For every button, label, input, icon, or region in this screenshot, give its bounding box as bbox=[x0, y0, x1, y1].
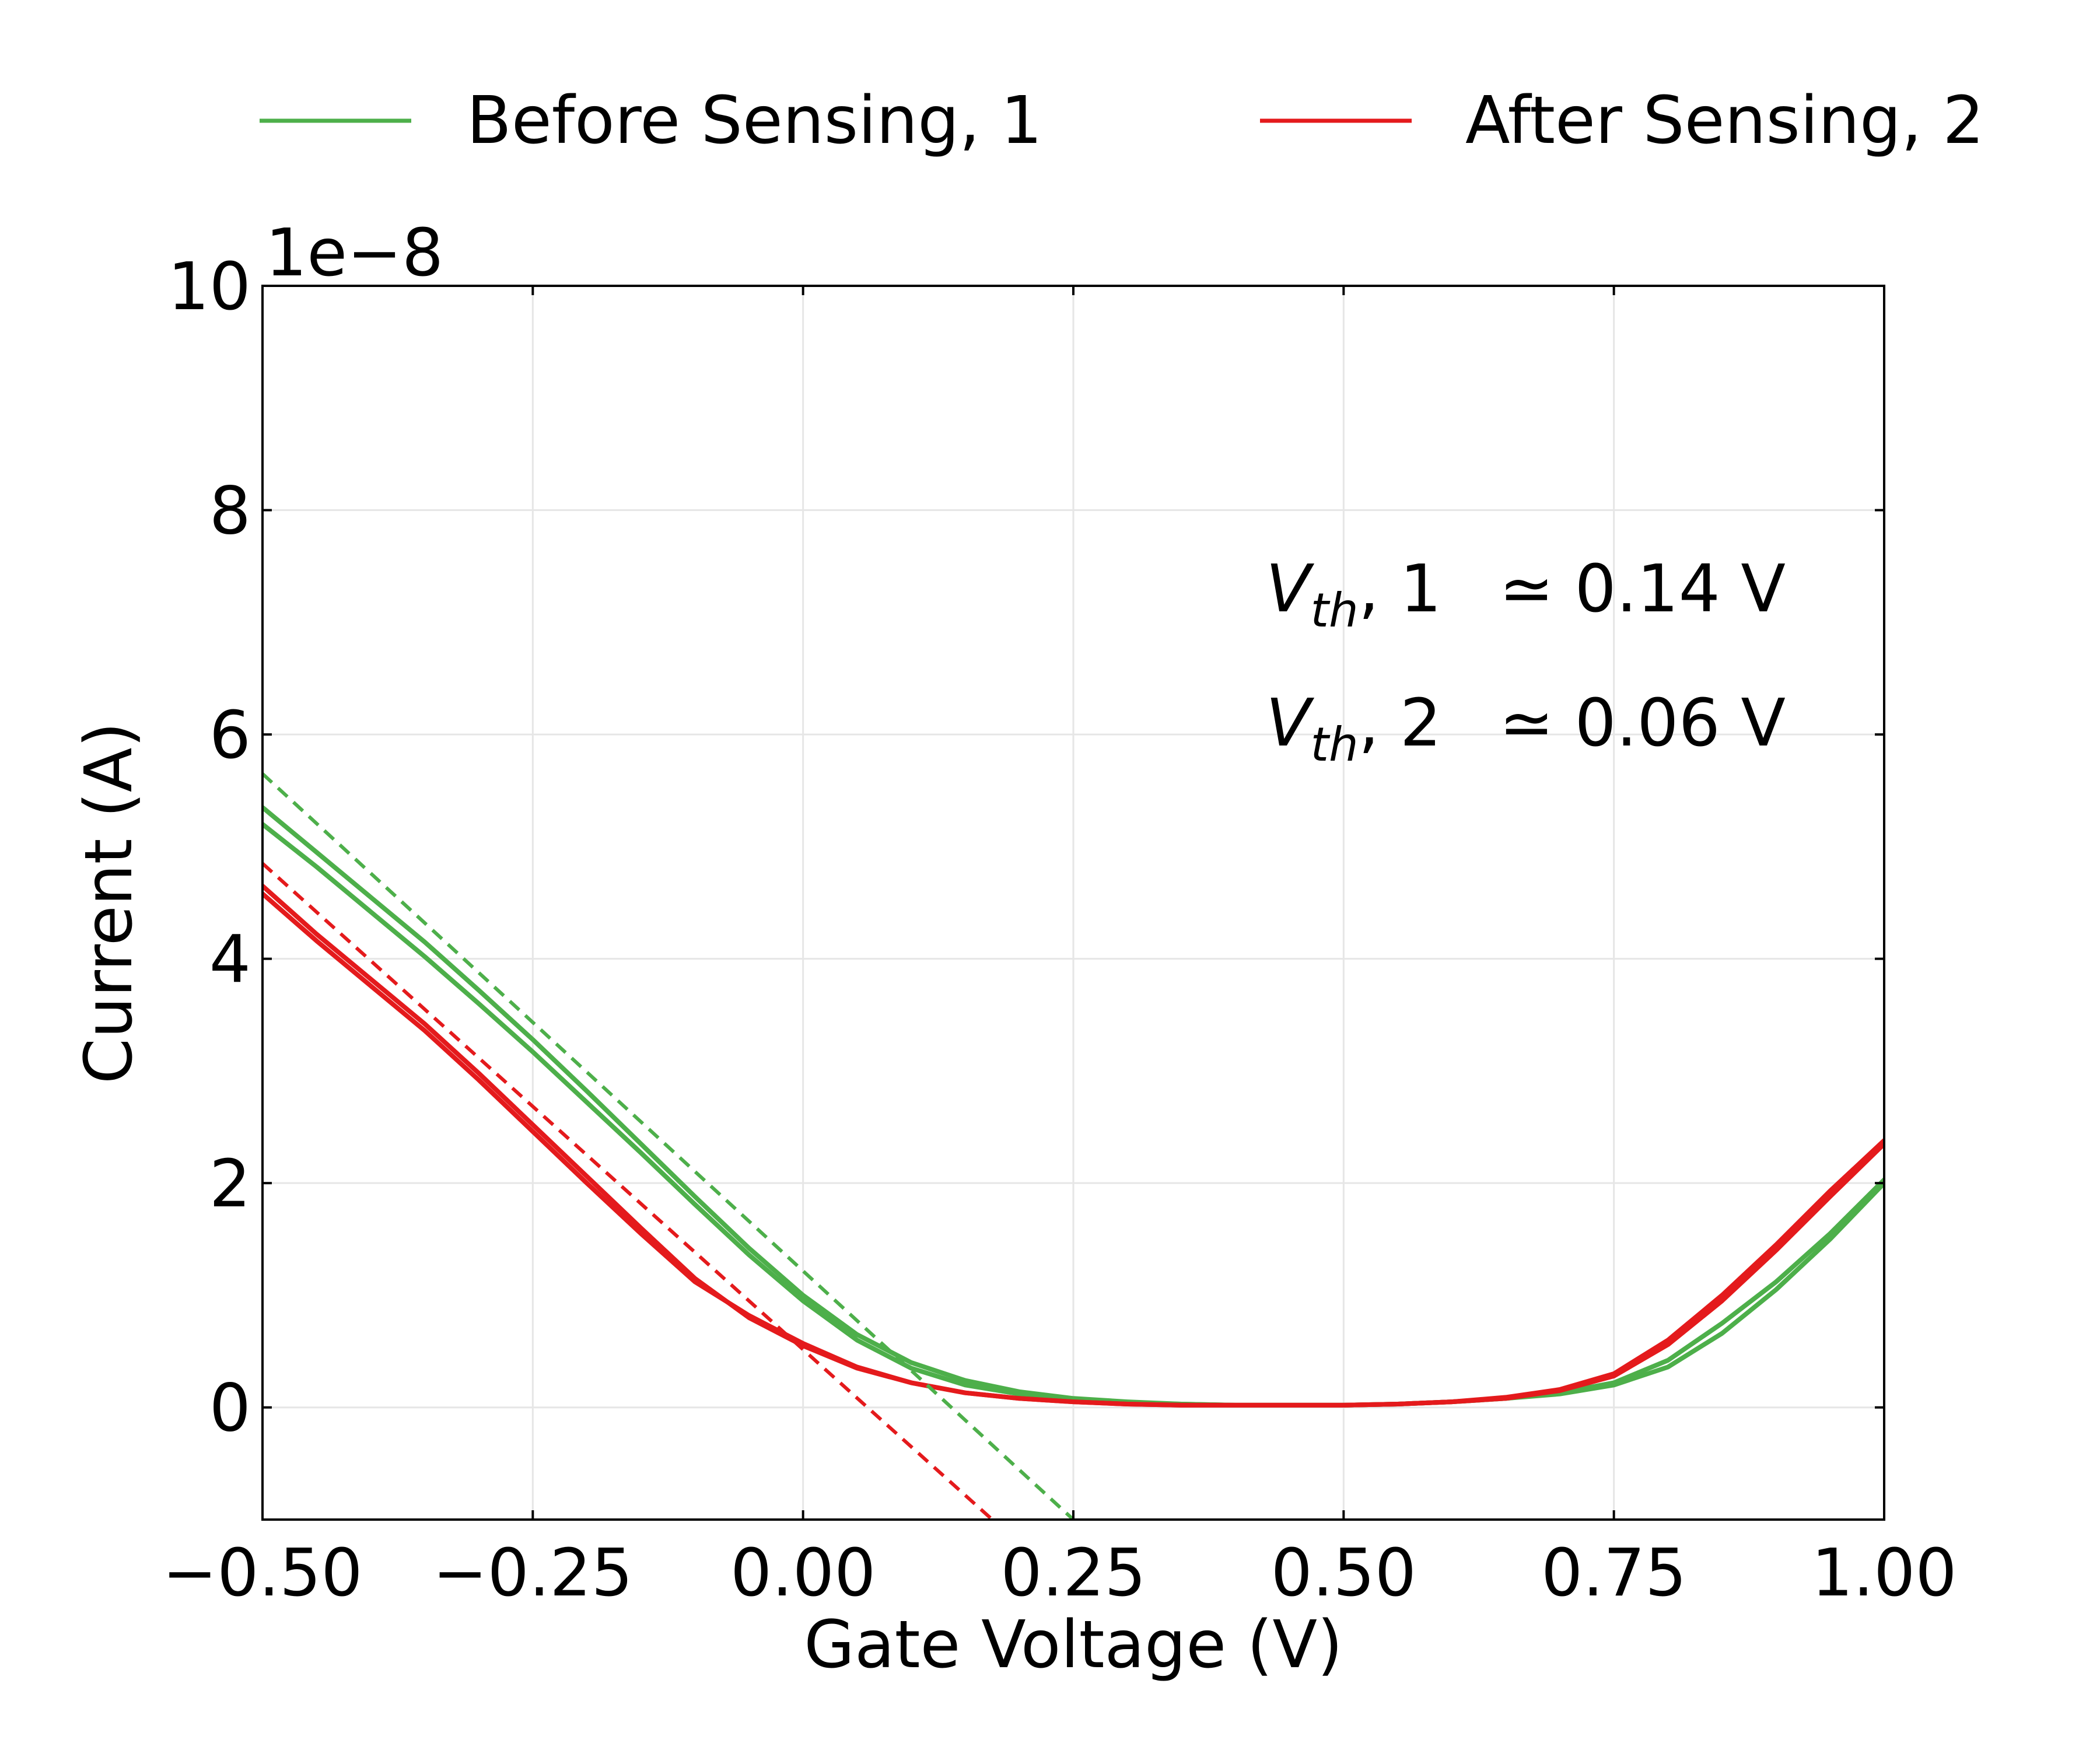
x-tick-label: −0.50 bbox=[162, 1535, 362, 1611]
x-tick-label: −0.25 bbox=[433, 1535, 633, 1611]
x-tick-label: 0.25 bbox=[1000, 1535, 1146, 1611]
annotation-vth-1: Vth, 1 ≃ 0.14 V bbox=[1266, 551, 1786, 638]
annotation-vth-2: Vth, 2 ≃ 0.06 V bbox=[1266, 685, 1786, 772]
fit-line-4 bbox=[262, 772, 1075, 1520]
x-tick-label: 0.75 bbox=[1541, 1535, 1686, 1611]
x-tick-label: 0.00 bbox=[730, 1535, 876, 1611]
grid bbox=[261, 285, 1885, 1520]
annotation-vth-1-subscript: th bbox=[1311, 583, 1359, 638]
annotation-vth-2-subscript: th bbox=[1311, 718, 1359, 772]
legend-label-after: After Sensing, 2 bbox=[1465, 83, 1985, 159]
annotation-vth-1-value: ≃ 0.14 V bbox=[1499, 551, 1786, 627]
fit-line-5 bbox=[262, 862, 994, 1520]
svg-text:Vth, 2: Vth, 2 bbox=[1266, 685, 1441, 772]
annotation-vth-2-suffix: , 2 bbox=[1359, 685, 1441, 761]
y-tick-label: 10 bbox=[167, 249, 251, 325]
x-tick-label: 1.00 bbox=[1811, 1535, 1957, 1611]
x-tick-label: 0.50 bbox=[1271, 1535, 1416, 1611]
legend: Before Sensing, 1 After Sensing, 2 bbox=[260, 83, 1985, 159]
annotation-vth-1-suffix: , 1 bbox=[1359, 551, 1441, 627]
y-tick-label: 0 bbox=[209, 1371, 251, 1447]
y-tick-label: 2 bbox=[209, 1146, 251, 1222]
y-offset-label: 1e−8 bbox=[265, 215, 443, 291]
y-axis-title: Current (A) bbox=[71, 722, 147, 1084]
series-line-3 bbox=[262, 891, 1884, 1408]
y-tick-label: 6 bbox=[209, 698, 251, 774]
series-layer bbox=[262, 772, 1884, 1520]
y-tick-label: 8 bbox=[209, 474, 251, 550]
y-tick-label: 4 bbox=[209, 922, 251, 998]
svg-text:Vth, 1: Vth, 1 bbox=[1266, 551, 1441, 638]
legend-label-before: Before Sensing, 1 bbox=[467, 83, 1042, 159]
annotation-vth-2-symbol: V bbox=[1266, 685, 1315, 761]
annotation-vth-1-symbol: V bbox=[1266, 551, 1315, 627]
ticks: −0.50 −0.25 0.00 0.25 0.50 0.75 1.00 0 2 4 6 8 10 bbox=[162, 249, 1957, 1611]
annotation-vth-2-value: ≃ 0.06 V bbox=[1499, 685, 1786, 761]
x-axis-title: Gate Voltage (V) bbox=[804, 1607, 1343, 1683]
